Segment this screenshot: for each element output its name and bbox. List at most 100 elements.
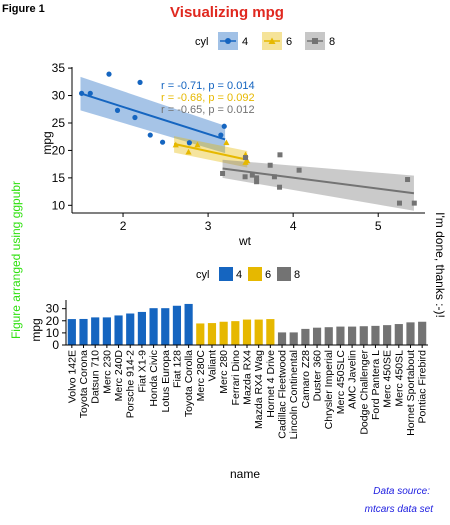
data-point-cyl4 bbox=[114, 107, 121, 113]
bar-toyota-corona bbox=[79, 318, 88, 345]
source-line-1: Data source: bbox=[373, 486, 430, 497]
scatter-y-tick-label: 35 bbox=[52, 61, 66, 75]
bar-merc-450se bbox=[383, 325, 392, 345]
data-point-cyl8 bbox=[411, 200, 417, 206]
bar-toyota-corolla bbox=[184, 303, 193, 345]
bar-y-tick-label: 30 bbox=[46, 302, 60, 316]
scatter-y-tick-label: 10 bbox=[52, 198, 66, 212]
bar-category-label: Mazda RX4 bbox=[242, 350, 254, 405]
data-point-cyl8 bbox=[254, 175, 260, 181]
right-side-text: I'm done, thanks :-)! bbox=[433, 212, 447, 318]
data-point-cyl4 bbox=[79, 90, 85, 96]
scatter-y-tick-label: 20 bbox=[52, 143, 66, 157]
data-point-cyl4 bbox=[186, 140, 192, 146]
bar-porsche-914-2 bbox=[126, 313, 135, 345]
bar-category-label: Ferrari Dino bbox=[230, 350, 242, 406]
bar-legend: cyl 4 6 8 bbox=[196, 267, 300, 281]
data-point-cyl8 bbox=[271, 174, 277, 180]
bar-ferrari-dino bbox=[231, 321, 240, 345]
bar-category-label: Valiant bbox=[206, 350, 218, 381]
scatter-x-tick-label: 2 bbox=[120, 219, 127, 233]
bar-fiat-128 bbox=[172, 305, 182, 345]
scatter-axes: 10 15 20 25 30 35 2 3 4 5 bbox=[52, 61, 425, 233]
correlation-annotation-4: r = -0.71, p = 0.014 bbox=[161, 80, 255, 92]
bar-category-label: Camaro Z28 bbox=[300, 350, 312, 409]
scatter-x-axis-title: wt bbox=[238, 234, 252, 248]
bar-category-label: Pontiac Firebird bbox=[417, 350, 429, 424]
page-title: Visualizing mpg bbox=[170, 4, 284, 21]
scatter-x-tick-label: 5 bbox=[375, 219, 382, 233]
bar-legend-label-8: 8 bbox=[294, 269, 300, 281]
bar-lotus-europa bbox=[161, 308, 170, 345]
bar-category-labels: Volvo 142E Toyota Corona Datsun 710 Merc 23… bbox=[66, 350, 428, 440]
bar-hornet-4-drive bbox=[266, 319, 275, 345]
bar-mazda-rx4-wag bbox=[254, 319, 263, 345]
bar-category-label: Fiat 128 bbox=[171, 350, 183, 388]
data-point-cyl6 bbox=[185, 148, 192, 155]
scatter-y-axis-title: mpg bbox=[40, 131, 54, 154]
bar-lincoln-continental bbox=[289, 332, 298, 345]
fit-line-6 bbox=[173, 142, 248, 161]
bar-merc-230 bbox=[102, 317, 111, 345]
bar-category-label: Honda Civic bbox=[148, 350, 160, 407]
bar-category-label: AMC Javelin bbox=[347, 350, 359, 409]
scatter-x-tick-label: 4 bbox=[290, 219, 297, 233]
scatter-x-tick-label: 3 bbox=[205, 219, 212, 233]
bar-category-label: Merc 230 bbox=[101, 350, 113, 394]
data-point-cyl6 bbox=[172, 141, 179, 148]
scatter-legend-label-4: 4 bbox=[242, 36, 248, 48]
bar-merc-240d bbox=[114, 315, 123, 345]
bar-hornet-sportabout bbox=[406, 322, 415, 345]
data-point-cyl6 bbox=[223, 139, 230, 146]
bar-category-label: Merc 450SL bbox=[393, 350, 405, 407]
data-point-cyl8 bbox=[396, 200, 402, 206]
bar-category-label: Chrysler Imperial bbox=[323, 350, 335, 429]
scatter-y-tick-label: 25 bbox=[52, 116, 66, 130]
bars bbox=[67, 303, 427, 345]
data-point-cyl8 bbox=[220, 170, 226, 176]
bar-category-label: Toyota Corona bbox=[78, 350, 90, 418]
bar-volvo-142e bbox=[67, 319, 76, 345]
bar-category-label: Fiat X1-9 bbox=[136, 350, 148, 393]
bar-y-tick-label: 20 bbox=[46, 314, 60, 328]
scatter-legend-marker-8 bbox=[312, 38, 318, 44]
bar-honda-civic bbox=[149, 308, 158, 345]
data-point-cyl4 bbox=[218, 132, 224, 138]
bar-amc-javelin bbox=[348, 326, 357, 345]
data-point-cyl8 bbox=[277, 152, 283, 158]
bar-category-label: Merc 280C bbox=[195, 350, 207, 402]
data-point-cyl4 bbox=[159, 139, 166, 145]
data-point-cyl4 bbox=[147, 132, 153, 138]
data-point-cyl4 bbox=[106, 71, 112, 77]
bar-category-label: Merc 280 bbox=[218, 350, 230, 394]
bar-dodge-challenger bbox=[359, 326, 368, 345]
bar-merc-450slc bbox=[336, 326, 345, 345]
data-point-cyl8 bbox=[249, 172, 255, 178]
confidence-band-8 bbox=[222, 159, 414, 211]
bar-x-axis-title: name bbox=[230, 467, 260, 481]
bar-category-label: Lotus Europa bbox=[160, 350, 172, 413]
left-side-text: Figure arranged using ggpubr bbox=[9, 181, 23, 339]
bar-category-label: Datsun 710 bbox=[90, 350, 102, 404]
bar-fiat-x1-9 bbox=[137, 311, 146, 345]
bar-mazda-rx4 bbox=[242, 319, 252, 345]
scatter-legend-marker-6 bbox=[268, 37, 276, 44]
fit-line-4 bbox=[80, 92, 226, 141]
scatter-legend-title: cyl bbox=[195, 36, 208, 48]
bar-category-label: Dodge Challenger bbox=[358, 350, 370, 435]
figure-label: Figure 1 bbox=[2, 3, 45, 15]
data-point-cyl8 bbox=[405, 177, 411, 183]
scatter-points bbox=[79, 71, 417, 206]
bar-merc-280 bbox=[219, 321, 228, 345]
bar-category-label: Lincoln Continental bbox=[288, 350, 300, 439]
bar-category-label: Merc 240D bbox=[113, 350, 125, 402]
bar-merc-280c bbox=[196, 323, 205, 345]
data-point-cyl8 bbox=[242, 174, 248, 180]
bar-category-label: Cadillac Fleetwood bbox=[277, 350, 289, 439]
bar-valiant bbox=[207, 323, 217, 345]
data-point-cyl8 bbox=[267, 162, 273, 168]
bar-legend-key-6 bbox=[248, 267, 262, 281]
scatter-legend-label-8: 8 bbox=[329, 36, 335, 48]
correlation-annotation-8: r = -0.65, p = 0.012 bbox=[161, 104, 255, 116]
